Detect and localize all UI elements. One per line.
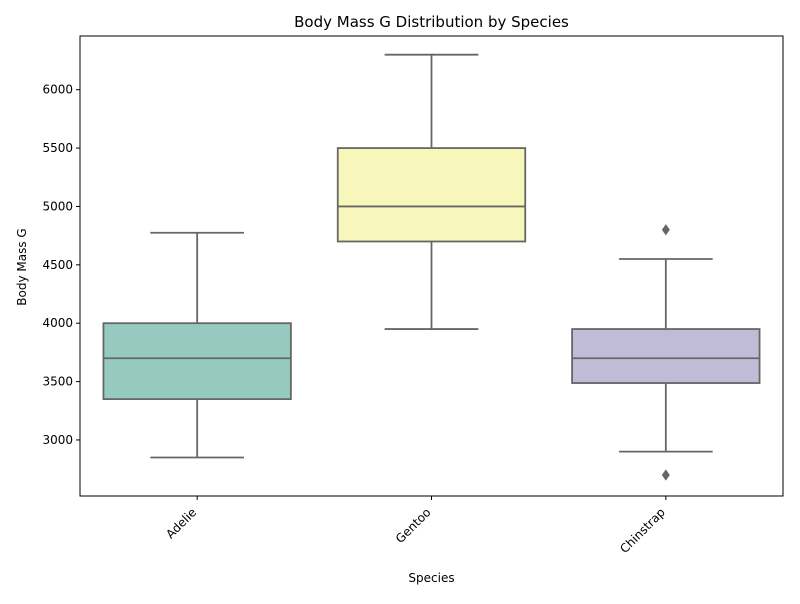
- y-tick-label: 5500: [42, 141, 73, 155]
- iqr-box: [571, 328, 761, 384]
- iqr-box: [102, 322, 292, 400]
- box-adelie: [102, 231, 292, 459]
- y-tick-label: 5000: [42, 199, 73, 213]
- x-axis-label: Species: [408, 571, 454, 585]
- chart-title: Body Mass G Distribution by Species: [294, 13, 569, 31]
- x-tick-label: Chinstrap: [617, 505, 668, 556]
- box-gentoo: [336, 53, 527, 330]
- x-tick-label: Gentoo: [393, 505, 434, 546]
- plot-area: 3000 3500 4000 4500 5000 5500 6000 Adelie Gentoo…: [42, 35, 784, 556]
- outlier-point: [661, 224, 670, 236]
- y-tick-label: 3500: [42, 375, 73, 389]
- outlier-point: [661, 469, 670, 481]
- iqr-box: [336, 147, 527, 243]
- y-tick-label: 4500: [42, 258, 73, 272]
- box-chinstrap: [571, 224, 761, 481]
- y-tick-label: 6000: [42, 83, 73, 97]
- x-tick-label: Adelie: [163, 505, 199, 541]
- y-tick-label: 4000: [42, 316, 73, 330]
- y-axis-label: Body Mass G: [15, 228, 29, 305]
- y-tick-label: 3000: [42, 433, 73, 447]
